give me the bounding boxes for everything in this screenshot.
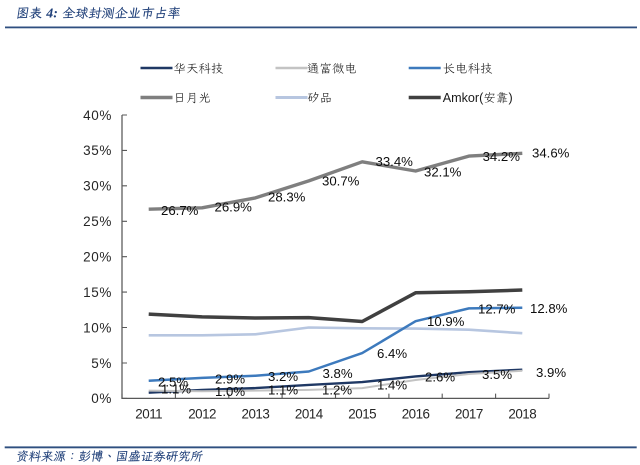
svg-text:1.2%: 1.2% bbox=[322, 383, 352, 398]
svg-text:10%: 10% bbox=[83, 320, 112, 335]
svg-text:1.1%: 1.1% bbox=[268, 383, 298, 398]
svg-text:4:: 4: bbox=[45, 7, 58, 22]
svg-text:2018: 2018 bbox=[508, 406, 536, 421]
svg-text:2014: 2014 bbox=[295, 406, 324, 421]
svg-text:2015: 2015 bbox=[348, 406, 376, 421]
svg-text:12.8%: 12.8% bbox=[530, 301, 568, 316]
svg-text:1.4%: 1.4% bbox=[377, 378, 407, 393]
svg-text:20%: 20% bbox=[83, 250, 112, 265]
svg-text:28.3%: 28.3% bbox=[268, 190, 306, 205]
svg-text:2017: 2017 bbox=[455, 406, 483, 421]
svg-text:34.6%: 34.6% bbox=[532, 146, 570, 161]
svg-text:2011: 2011 bbox=[135, 406, 162, 421]
svg-text:10.9%: 10.9% bbox=[427, 314, 465, 329]
svg-text:2.6%: 2.6% bbox=[425, 370, 455, 385]
svg-text:32.1%: 32.1% bbox=[424, 165, 462, 180]
svg-text:2.5%: 2.5% bbox=[158, 375, 188, 390]
svg-text:5%: 5% bbox=[91, 356, 112, 371]
svg-text:2013: 2013 bbox=[242, 406, 270, 421]
svg-text:25%: 25% bbox=[83, 214, 112, 229]
svg-text:12.7%: 12.7% bbox=[478, 302, 516, 317]
svg-text:6.4%: 6.4% bbox=[377, 346, 407, 361]
svg-text:2016: 2016 bbox=[402, 406, 430, 421]
svg-text:26.9%: 26.9% bbox=[215, 200, 253, 215]
svg-text:33.4%: 33.4% bbox=[376, 154, 414, 169]
svg-text:15%: 15% bbox=[83, 285, 112, 300]
svg-text:2.9%: 2.9% bbox=[215, 372, 245, 387]
svg-text:34.2%: 34.2% bbox=[483, 149, 521, 164]
svg-text:2012: 2012 bbox=[188, 406, 216, 421]
svg-text:30%: 30% bbox=[83, 179, 112, 194]
svg-text:Amkor(: Amkor( bbox=[443, 91, 484, 105]
svg-text:1.0%: 1.0% bbox=[215, 384, 245, 399]
svg-text:3.5%: 3.5% bbox=[482, 367, 512, 382]
svg-text:3.2%: 3.2% bbox=[268, 369, 298, 384]
svg-text:1.1%: 1.1% bbox=[161, 382, 191, 397]
svg-text:3.8%: 3.8% bbox=[323, 366, 353, 381]
svg-text:40%: 40% bbox=[83, 108, 112, 123]
svg-text:0%: 0% bbox=[91, 391, 112, 406]
svg-text:3.9%: 3.9% bbox=[536, 365, 566, 380]
svg-text:35%: 35% bbox=[83, 143, 112, 158]
svg-text:30.7%: 30.7% bbox=[322, 173, 360, 188]
svg-text:26.7%: 26.7% bbox=[161, 203, 199, 218]
svg-text:): ) bbox=[509, 91, 513, 105]
